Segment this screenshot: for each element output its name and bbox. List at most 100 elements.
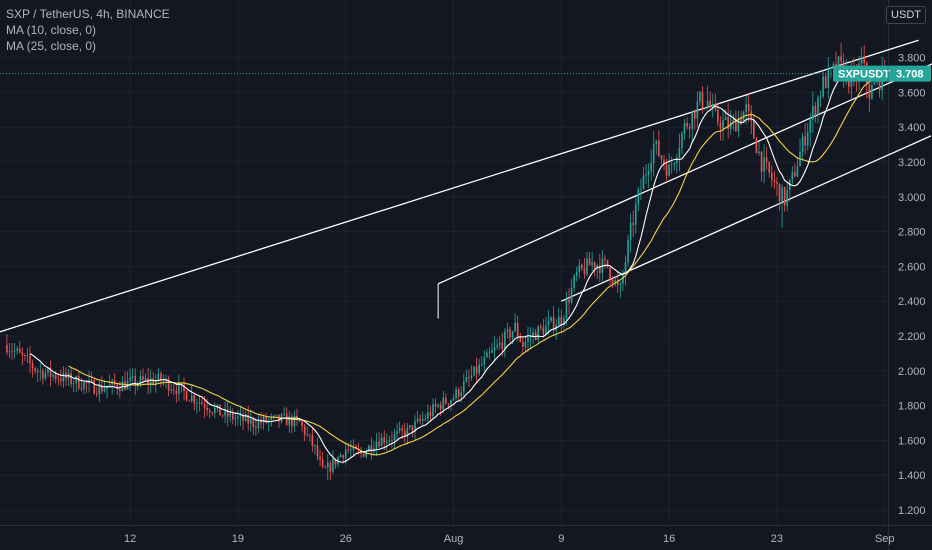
candle xyxy=(570,278,573,305)
candle-body xyxy=(686,123,688,127)
candle xyxy=(529,327,532,349)
candle-body xyxy=(678,148,681,159)
candle-body xyxy=(6,344,8,353)
candle-body xyxy=(62,372,65,382)
candle xyxy=(419,414,421,425)
candle-body xyxy=(570,287,573,303)
candle-body xyxy=(239,414,242,417)
candle-body xyxy=(776,181,778,184)
candle-body xyxy=(188,400,190,402)
candle xyxy=(234,412,237,427)
candle xyxy=(496,338,498,350)
candle xyxy=(116,382,119,396)
candle-body xyxy=(539,326,542,328)
time-tick-label: 9 xyxy=(558,533,564,545)
candle xyxy=(98,379,101,402)
candle-body xyxy=(655,140,658,144)
candle xyxy=(101,375,103,394)
currency-button[interactable]: USDT xyxy=(886,6,926,24)
trendline-1[interactable] xyxy=(0,39,919,336)
candle-body xyxy=(560,316,563,325)
candle-body xyxy=(529,336,532,338)
trendline-2[interactable] xyxy=(437,58,932,285)
candle-body xyxy=(252,419,255,427)
candle-body xyxy=(119,389,121,392)
candle xyxy=(437,402,439,409)
candle-body xyxy=(16,348,18,351)
candle xyxy=(491,342,493,354)
candle-body xyxy=(398,428,401,432)
candle-body xyxy=(493,347,496,351)
candle xyxy=(224,401,226,424)
candle-body xyxy=(54,374,57,380)
candle-body xyxy=(763,157,765,172)
candle xyxy=(688,123,691,139)
candle xyxy=(550,316,552,323)
candle-body xyxy=(409,425,411,428)
candle-body xyxy=(85,381,88,384)
candle xyxy=(429,405,432,422)
candle xyxy=(321,451,324,469)
price-tick-label: 2.400 xyxy=(898,296,926,308)
candle-body xyxy=(696,101,699,119)
candle-body xyxy=(172,389,175,391)
candle xyxy=(326,454,329,481)
candle xyxy=(388,435,391,445)
symbol-title: SXP / TetherUS, 4h, BINANCE xyxy=(6,7,170,21)
candle-body xyxy=(809,119,812,133)
candle xyxy=(824,72,827,89)
candle-body xyxy=(806,132,809,146)
price-tick-label: 3.600 xyxy=(898,87,926,99)
candle xyxy=(593,261,596,277)
ma10-line xyxy=(29,69,885,463)
candle xyxy=(293,410,296,433)
candle xyxy=(691,110,694,144)
candle xyxy=(21,347,24,366)
candle-body xyxy=(547,320,550,326)
candle-body xyxy=(557,316,560,326)
candle-body xyxy=(101,384,103,392)
candle xyxy=(655,139,658,155)
candle xyxy=(806,123,809,151)
time-tick-label: 26 xyxy=(340,533,352,545)
candle-body xyxy=(434,404,437,407)
candle xyxy=(504,328,506,358)
candle-body xyxy=(488,352,491,354)
candle xyxy=(624,255,627,286)
candle xyxy=(455,386,457,402)
candle xyxy=(329,460,332,481)
candle xyxy=(729,109,732,135)
candle-body xyxy=(627,239,629,263)
candle xyxy=(483,350,486,371)
candle-body xyxy=(783,187,786,206)
candle xyxy=(242,409,244,431)
candle-body xyxy=(501,342,504,350)
candle-body xyxy=(455,389,457,399)
candle-body xyxy=(142,376,144,380)
time-axis[interactable]: 12 19 26 Aug 9 16 23 Sep xyxy=(124,533,895,545)
candle-body xyxy=(447,403,450,405)
candle xyxy=(727,102,729,139)
candle xyxy=(154,374,157,393)
candle-body xyxy=(52,374,54,377)
price-tick-label: 3.000 xyxy=(898,192,926,204)
candle-body xyxy=(568,299,570,303)
candle xyxy=(403,422,406,444)
candle-body xyxy=(701,91,704,109)
price-tag-symbol: SXPUSDT xyxy=(838,69,890,81)
candle xyxy=(830,66,832,79)
candle-body xyxy=(247,414,249,424)
candle xyxy=(95,387,98,397)
candle-body xyxy=(860,56,863,64)
candle-body xyxy=(491,350,493,353)
ma25-line xyxy=(68,73,885,456)
candle-body xyxy=(496,344,498,348)
price-axis[interactable]: 1.200 1.400 1.600 1.800 2.000 2.200 2.400 2.600… xyxy=(898,53,926,517)
candle-body xyxy=(219,404,221,416)
candle-body xyxy=(801,136,804,153)
candle-body xyxy=(370,445,373,452)
candle xyxy=(319,449,321,467)
candle xyxy=(57,373,60,386)
price-tick-label: 1.800 xyxy=(898,401,926,413)
